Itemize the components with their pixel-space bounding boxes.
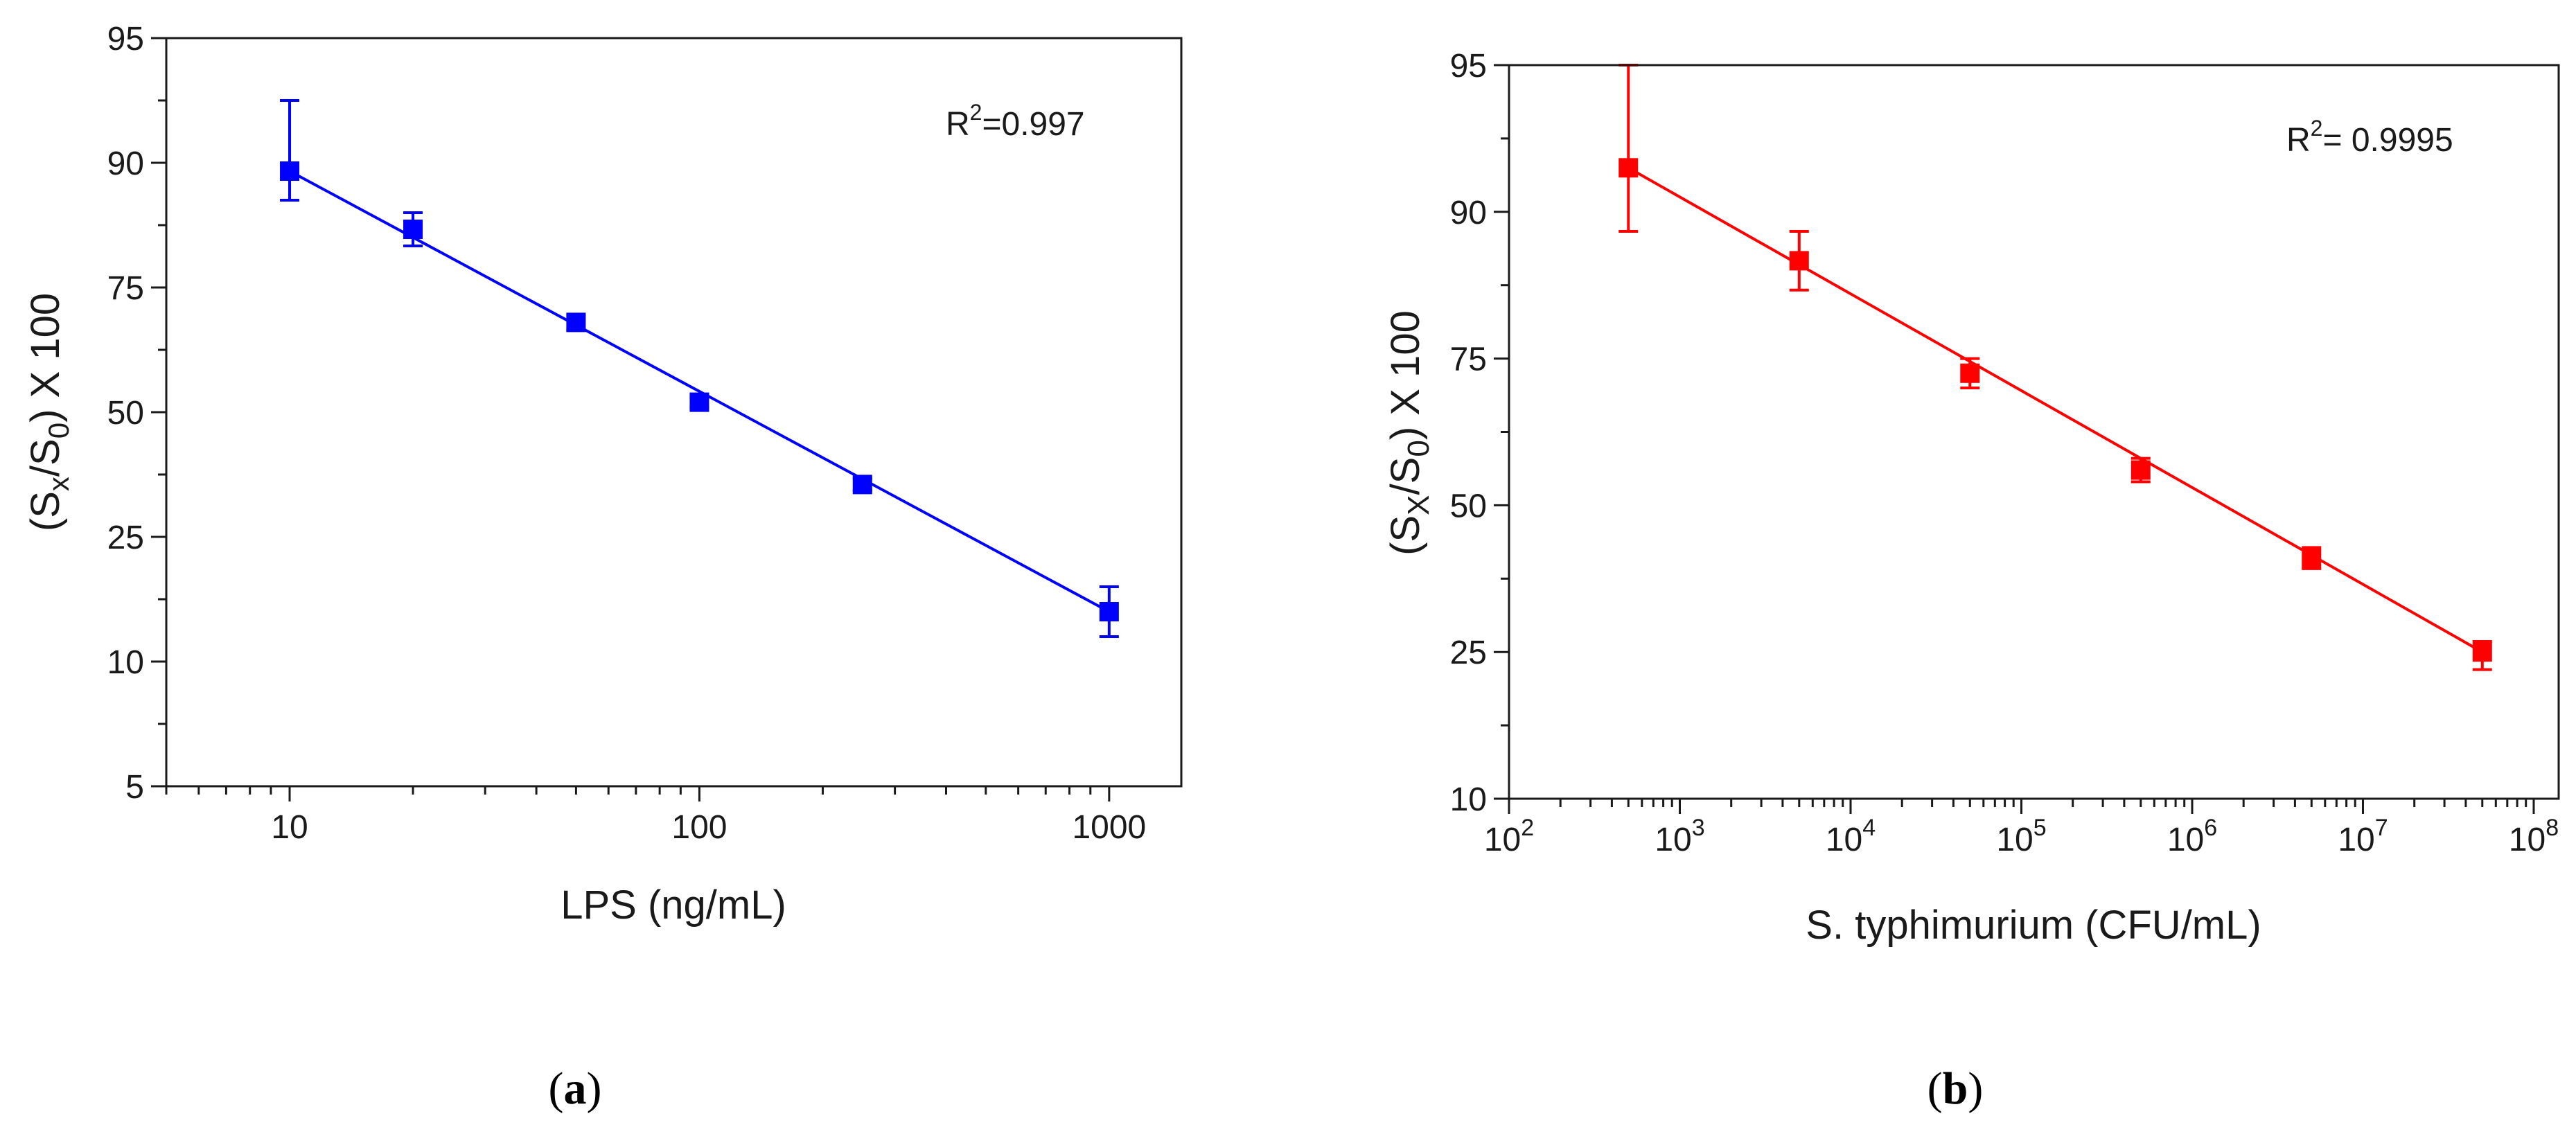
panel-a-error-bar (280, 99, 300, 202)
panel-b-error-bar (1618, 64, 1639, 233)
panel-a-x-tick-label: 1000 (1072, 809, 1146, 846)
panel-a-data-point (852, 475, 872, 495)
panel-b-data-point (1789, 251, 1809, 271)
panel-b-chart: 102 103 104 105 106 107 108 10 25 50 75 90 95 R2= 0… (1383, 48, 2560, 1114)
panel-a-r2-annotation: R2=0.997 (946, 100, 1085, 143)
panel-b-x-tick-label: 103 (1655, 815, 1704, 858)
panel-b-x-tick-label: 108 (2509, 815, 2559, 858)
panel-b-r2-annotation: R2= 0.9995 (2286, 116, 2453, 159)
panel-a-data-point (1099, 602, 1119, 621)
panel-b-data-point (1618, 158, 1639, 178)
panel-b-y-tick-label: 95 (1450, 48, 1487, 85)
panel-b-data-point (2131, 460, 2151, 480)
panel-a-x-tick-label: 10 (271, 809, 308, 846)
panel-b-y-tick-label: 25 (1450, 635, 1487, 671)
panel-a-data-point (689, 392, 709, 412)
panel-b-y-tick-label: 10 (1450, 781, 1487, 818)
panel-b-data-point (1960, 363, 1980, 383)
panel-b-data-point (2472, 642, 2492, 662)
panel-a-y-axis-title: (Sx/S0) X 100 (23, 293, 75, 531)
panel-b-x-tick-label: 106 (2167, 815, 2217, 858)
panel-a-data-point (280, 161, 300, 181)
panel-a-chart: 10 100 1000 5 10 25 50 75 90 95 R2=0.997 LPS (ng… (23, 21, 1183, 1114)
panel-a-data-point (566, 312, 586, 333)
panel-b-x-axis-title: S. typhimurium (CFU/mL) (1806, 903, 2261, 948)
panel-b-y-tick-label: 75 (1450, 342, 1487, 378)
panel-a-fit-line (289, 170, 1110, 613)
panel-a-data-point (403, 220, 423, 239)
panel-a-y-tick-label: 75 (107, 270, 144, 307)
panel-b-x-tick-label: 105 (1996, 815, 2046, 858)
panel-b-y-tick-label: 90 (1450, 195, 1487, 231)
panel-b-y-axis-title: (SX/S0) X 100 (1383, 310, 1436, 556)
panel-b-label: (b) (1927, 1063, 1984, 1114)
panel-b-plot-frame (1508, 64, 2560, 800)
panel-a-x-axis-title: LPS (ng/mL) (561, 883, 786, 928)
panel-a-y-tick-label: 25 (107, 520, 144, 556)
panel-a-y-tick-label: 50 (107, 395, 144, 432)
panel-a-plot-frame (165, 37, 1183, 788)
panel-b-x-tick-label: 107 (2338, 815, 2388, 858)
panel-a-x-tick-label: 100 (671, 809, 727, 846)
panel-a-y-tick-label: 10 (107, 644, 144, 681)
panel-b-y-tick-label: 50 (1450, 488, 1487, 524)
panel-a-y-tick-label: 5 (125, 769, 144, 806)
panel-b-data-point (2302, 548, 2322, 568)
panel-b-fit-line (1627, 166, 2483, 653)
panel-a-y-tick-label: 90 (107, 145, 144, 182)
panel-b-x-tick-label: 102 (1484, 815, 1534, 858)
panel-a-y-tick-label: 95 (107, 21, 144, 57)
panel-a-label: (a) (549, 1063, 602, 1114)
panel-b-x-tick-label: 104 (1826, 815, 1876, 858)
